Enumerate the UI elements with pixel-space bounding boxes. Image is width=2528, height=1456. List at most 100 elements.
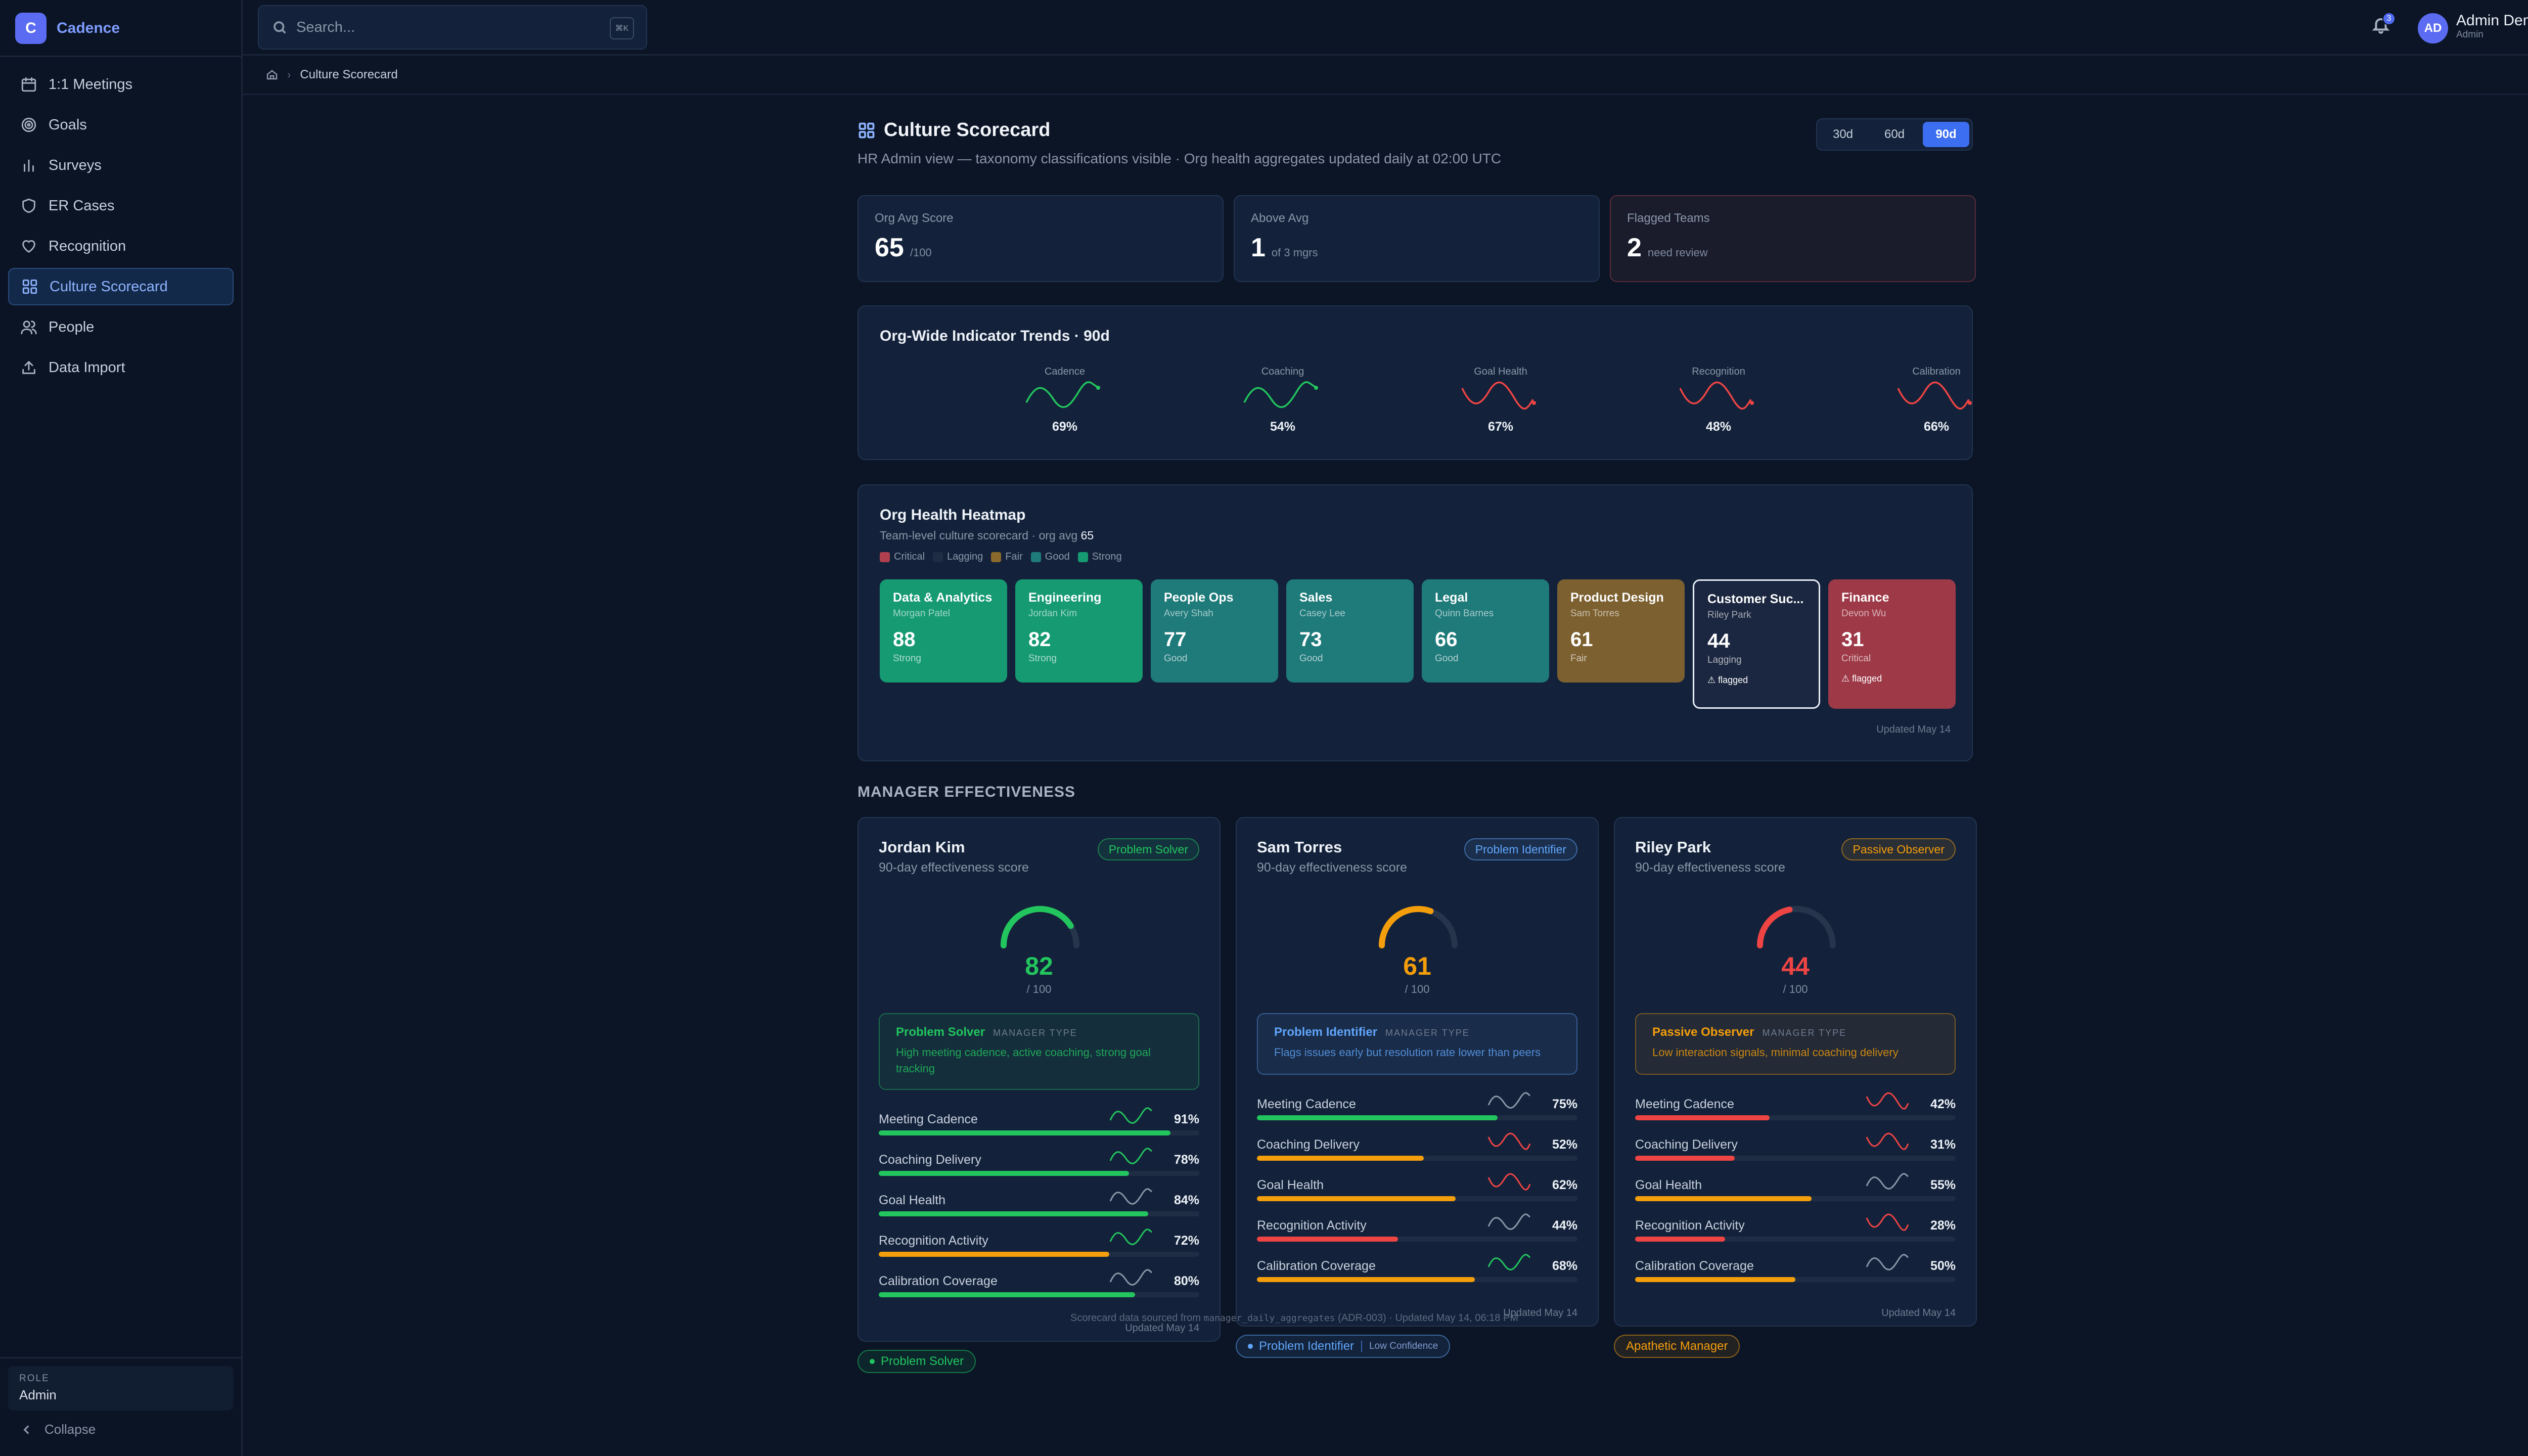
metric-bar — [1635, 1237, 1956, 1242]
stat-card-above-avg: Above Avg 1 of 3 mgrs — [1234, 195, 1600, 282]
avatar[interactable]: AD — [2418, 13, 2448, 43]
manager-type-box: Passive Observer MANAGER TYPE Low interact… — [1635, 1013, 1956, 1075]
footer-code: manager_daily_aggregates — [1203, 1313, 1335, 1324]
team-manager: Jordan Kim — [1028, 608, 1077, 619]
trend-label: Recognition — [1692, 366, 1745, 377]
legend-item-good: Good — [1030, 551, 1070, 563]
metric-bar — [1257, 1277, 1577, 1282]
sidebar-item-1-1-meetings[interactable]: 1:1 Meetings — [8, 66, 234, 103]
collapse-label: Collapse — [44, 1422, 96, 1437]
sidebar-item-goals[interactable]: Goals — [8, 106, 234, 144]
manager-classification-pill: Problem Identifier Low Confidence — [1236, 1335, 1451, 1358]
section-label-manager-effectiveness: MANAGER EFFECTIVENESS — [857, 784, 1076, 800]
team-manager: Devon Wu — [1841, 608, 1886, 619]
legend-item-fair: Fair — [991, 551, 1023, 563]
upload-icon — [22, 361, 35, 374]
trend-value: 69% — [1052, 420, 1078, 434]
heatmap-tile[interactable]: Engineering Jordan Kim 82 Strong — [1015, 579, 1143, 682]
home-icon[interactable] — [266, 69, 278, 81]
team-manager: Avery Shah — [1164, 608, 1213, 619]
metric-bar — [879, 1171, 1199, 1176]
sidebar-item-recognition[interactable]: Recognition — [8, 228, 234, 265]
heatmap-legend: Critical Lagging Fair Good Strong — [880, 551, 1130, 563]
metric-row: Calibration Coverage 80% — [879, 1269, 1199, 1307]
trend-value: 67% — [1487, 420, 1514, 434]
pill-label: Problem Solver — [881, 1354, 964, 1368]
manager-updated: Updated May 14 — [1125, 1323, 1199, 1334]
metric-sparkline — [1487, 1092, 1530, 1109]
period-30d-button[interactable]: 30d — [1832, 127, 1854, 141]
stat-value: 2 — [1627, 233, 1642, 262]
status-dot — [1248, 1344, 1253, 1349]
user-menu[interactable]: Admin Demo Admin — [2456, 12, 2528, 40]
user-name: Admin Demo — [2456, 12, 2528, 29]
legend-swatch — [991, 552, 1002, 562]
heatmap-subtitle-prefix: Team-level culture scorecard · org avg — [880, 529, 1078, 542]
metric-value: 50% — [1930, 1259, 1956, 1273]
sidebar-item-people[interactable]: People — [8, 308, 234, 346]
manager-card: Sam Torres 90-day effectiveness score Prob… — [1236, 817, 1599, 1327]
manager-subtitle: 90-day effectiveness score — [1257, 860, 1407, 875]
sidebar-item-er-cases[interactable]: ER Cases — [8, 187, 234, 224]
status-dot — [870, 1359, 875, 1364]
metric-sparkline — [1487, 1173, 1531, 1191]
sidebar-item-data-import[interactable]: Data Import — [8, 349, 234, 386]
metric-value: 91% — [1173, 1112, 1199, 1126]
period-selector: 30d 60d 90d — [1816, 118, 1973, 151]
metric-value: 78% — [1173, 1153, 1199, 1167]
metric-bar — [1635, 1156, 1956, 1161]
metric-label: Goal Health — [1635, 1178, 1702, 1192]
metric-sparkline — [1487, 1213, 1530, 1230]
heatmap-tile[interactable]: Product Design Sam Torres 61 Fair — [1557, 579, 1685, 682]
brand[interactable]: C Cadence — [15, 13, 120, 44]
metric-sparkline — [1487, 1132, 1531, 1150]
role-box: ROLE Admin — [8, 1366, 234, 1410]
heatmap-tile[interactable]: Finance Devon Wu 31 Critical ⚠ flagged — [1828, 579, 1956, 709]
search-input[interactable] — [296, 19, 579, 36]
heatmap-org-avg: 65 — [1080, 529, 1094, 542]
metric-sparkline — [1866, 1213, 1909, 1231]
collapse-button[interactable]: Collapse — [20, 1422, 96, 1437]
sidebar-item-culture-scorecard[interactable]: Culture Scorecard — [8, 268, 234, 305]
manager-updated: Updated May 14 — [1503, 1307, 1577, 1318]
heatmap-tile[interactable]: Data & Analytics Morgan Patel 88 Strong — [880, 579, 1007, 682]
manager-type-tag: MANAGER TYPE — [1762, 1028, 1847, 1038]
notifications-button[interactable]: 3 — [2371, 12, 2396, 37]
manager-type-box: Problem Solver MANAGER TYPE High meeting c… — [879, 1013, 1199, 1090]
period-90d-button[interactable]: 90d — [1923, 122, 1969, 147]
sidebar-item-surveys[interactable]: Surveys — [8, 147, 234, 184]
trends-title: Org-Wide Indicator Trends · 90d — [880, 328, 1110, 344]
metric-sparkline — [1109, 1188, 1152, 1205]
search-box[interactable]: ⌘K — [258, 5, 647, 50]
manager-type-badge: Passive Observer — [1841, 838, 1956, 860]
metric-row: Meeting Cadence 75% — [1257, 1092, 1577, 1130]
metric-value: 52% — [1552, 1138, 1577, 1152]
heatmap-tile[interactable]: Customer Suc... Riley Park 44 Lagging ⚠ flag… — [1693, 579, 1820, 709]
heatmap-tile[interactable]: People Ops Avery Shah 77 Good — [1151, 579, 1278, 682]
metric-value: 55% — [1930, 1178, 1956, 1192]
footer-suffix: (ADR-003) · Updated May 14, 06:18 PM — [1338, 1312, 1518, 1324]
metric-sparkline — [1109, 1228, 1152, 1245]
brand-name: Cadence — [57, 20, 120, 36]
trend-calibration: Calibration 66% — [1891, 366, 1982, 434]
metric-value: 42% — [1930, 1097, 1956, 1111]
heatmap-tile[interactable]: Sales Casey Lee 73 Good — [1286, 579, 1414, 682]
gauge-out-of: / 100 — [1026, 983, 1052, 995]
legend-item-critical: Critical — [880, 551, 925, 563]
metric-row: Recognition Activity 44% — [1257, 1213, 1577, 1252]
metric-label: Calibration Coverage — [879, 1274, 998, 1288]
legend-label: Strong — [1092, 551, 1122, 562]
manager-type-description: Flags issues early but resolution rate l… — [1274, 1046, 1541, 1059]
heart-icon — [22, 240, 35, 253]
trend-label: Calibration — [1912, 366, 1961, 377]
users-icon — [21, 321, 37, 335]
period-60d-button[interactable]: 60d — [1884, 127, 1905, 141]
legend-item-strong: Strong — [1077, 551, 1122, 563]
heatmap-tile[interactable]: Legal Quinn Barnes 66 Good — [1422, 579, 1549, 682]
gauge-score: 61 — [1403, 952, 1431, 980]
trend-label: Coaching — [1261, 366, 1304, 377]
sidebar: C Cadence 1:1 Meetings Goals Surveys ER Cas… — [0, 0, 243, 1456]
team-name: Legal — [1435, 590, 1468, 605]
metric-sparkline — [1866, 1173, 1909, 1190]
